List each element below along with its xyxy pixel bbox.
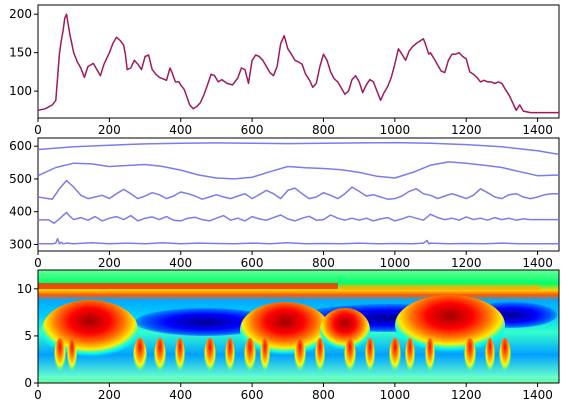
heatmap-spike xyxy=(260,338,270,382)
heatmap-spike xyxy=(67,338,77,382)
x-tick-label: 200 xyxy=(98,256,121,270)
y-tick-label: 0 xyxy=(24,376,32,390)
x-tick-label: 400 xyxy=(169,123,192,137)
heatmap-spike xyxy=(485,338,495,382)
x-tick-label: 600 xyxy=(241,123,264,137)
heatmap-spike xyxy=(315,338,325,382)
panel-middle-x-ticks: 0 200 400 600 800 1000 1200 1400 xyxy=(34,251,553,270)
y-tick-label: 200 xyxy=(9,7,32,21)
x-tick-label: 600 xyxy=(241,256,264,270)
x-tick-label: 800 xyxy=(312,388,335,402)
series-line-1 xyxy=(38,141,559,156)
heatmap-power-lobe xyxy=(42,300,138,360)
x-tick-label: 200 xyxy=(98,388,121,402)
heatmap-spike xyxy=(405,338,415,382)
panel-top-y-ticks: 100 150 200 xyxy=(9,7,38,98)
heatmap-spike xyxy=(464,338,476,382)
heatmap-top-band-right xyxy=(340,285,540,290)
heatmap-power-lobe xyxy=(320,308,370,352)
heatmap-spike xyxy=(175,338,185,382)
y-tick-label: 500 xyxy=(9,172,32,186)
x-tick-label: 1000 xyxy=(380,123,411,137)
y-tick-label: 400 xyxy=(9,205,32,219)
x-tick-label: 1200 xyxy=(451,256,482,270)
panel-middle-frame xyxy=(37,137,560,252)
x-tick-label: 1000 xyxy=(380,256,411,270)
y-tick-label: 5 xyxy=(24,329,32,343)
heatmap-power-lobe xyxy=(395,295,505,355)
panel-middle-y-ticks: 300 400 500 600 xyxy=(9,139,38,251)
heatmap-spike xyxy=(225,338,235,382)
heatmap-spike xyxy=(499,338,511,382)
panel-middle-series xyxy=(38,141,559,245)
y-tick-label: 600 xyxy=(9,139,32,153)
x-tick-label: 1200 xyxy=(451,123,482,137)
heatmap-spike xyxy=(54,338,66,382)
heatmap-spike xyxy=(365,338,375,382)
heatmap-spike xyxy=(204,338,216,382)
heatmap-spikes xyxy=(54,338,511,382)
heatmap-spike xyxy=(425,338,435,382)
y-tick-label: 100 xyxy=(9,84,32,98)
x-tick-label: 1400 xyxy=(522,123,553,137)
panel-middle-line-chart: 0 200 400 600 800 1000 1200 1400 300 400 500 600 xyxy=(9,137,560,270)
x-tick-label: 600 xyxy=(241,388,264,402)
x-tick-label: 0 xyxy=(34,388,42,402)
x-tick-label: 0 xyxy=(34,256,42,270)
heatmap-top-band xyxy=(38,283,338,289)
panel-top-line-chart: 0 200 400 600 800 1000 1200 1400 100 150 200 xyxy=(9,4,560,137)
panel-bottom-heatmap: 0 200 400 600 800 1000 1200 1400 0 5 10 xyxy=(17,269,560,402)
panel-bottom-x-ticks: 0 200 400 600 800 1000 1200 1400 xyxy=(34,383,553,402)
heatmap-spike xyxy=(154,338,166,382)
x-tick-label: 1200 xyxy=(451,388,482,402)
heatmap-spike xyxy=(294,338,306,382)
heatmap-spike xyxy=(344,338,356,382)
panel-bottom-frame xyxy=(37,269,560,384)
heatmap-image xyxy=(38,270,559,383)
series-line-2 xyxy=(38,161,559,180)
y-tick-label: 150 xyxy=(9,46,32,60)
heatmap-spike xyxy=(133,338,147,382)
x-tick-label: 800 xyxy=(312,123,335,137)
x-tick-label: 800 xyxy=(312,256,335,270)
panel-bottom-y-ticks: 0 5 10 xyxy=(17,282,38,390)
y-tick-label: 10 xyxy=(17,282,32,296)
series-line-4 xyxy=(38,211,559,224)
panel-top-x-ticks: 0 200 400 600 800 1000 1200 1400 xyxy=(34,118,553,137)
x-tick-label: 1000 xyxy=(380,388,411,402)
heatmap-spike xyxy=(244,338,256,382)
y-tick-label: 300 xyxy=(9,237,32,251)
x-tick-label: 200 xyxy=(98,123,121,137)
x-tick-label: 0 xyxy=(34,123,42,137)
heatmap-blue-region xyxy=(135,308,275,336)
series-line-5 xyxy=(38,237,559,245)
panel-top-series xyxy=(38,13,559,114)
series-line-1 xyxy=(38,13,559,114)
heatmap-spike xyxy=(389,338,401,382)
x-tick-label: 400 xyxy=(169,388,192,402)
x-tick-label: 1400 xyxy=(522,256,553,270)
x-tick-label: 1400 xyxy=(522,388,553,402)
series-line-3 xyxy=(38,179,559,200)
x-tick-label: 400 xyxy=(169,256,192,270)
